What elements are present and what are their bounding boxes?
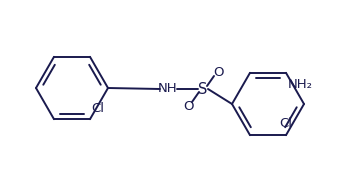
Text: Cl: Cl bbox=[91, 102, 104, 115]
Text: O: O bbox=[183, 100, 193, 112]
Text: O: O bbox=[213, 66, 223, 79]
Text: NH₂: NH₂ bbox=[288, 78, 313, 91]
Text: Cl: Cl bbox=[280, 117, 292, 130]
Text: NH: NH bbox=[158, 83, 178, 96]
Text: S: S bbox=[198, 81, 208, 96]
